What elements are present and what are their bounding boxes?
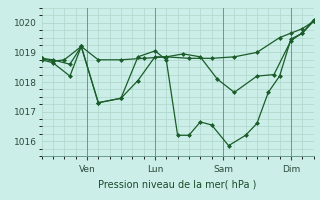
X-axis label: Pression niveau de la mer( hPa ): Pression niveau de la mer( hPa ): [99, 180, 257, 190]
